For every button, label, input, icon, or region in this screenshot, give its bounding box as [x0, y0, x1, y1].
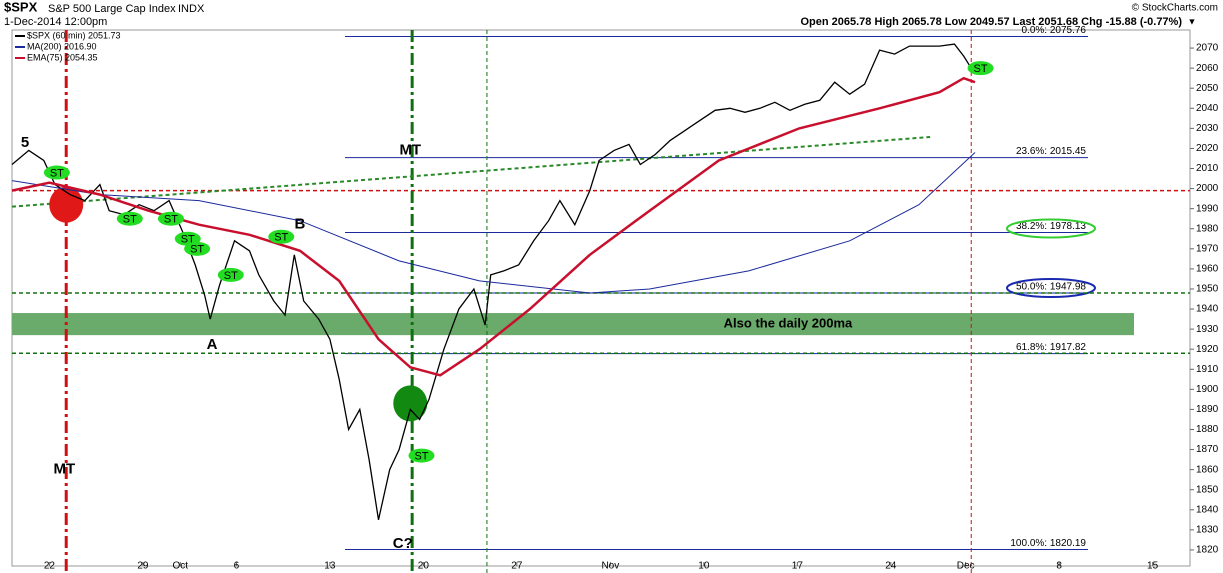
legend-label: EMA(75) 2054.35	[27, 52, 98, 62]
quote: Open 2065.78 High 2065.78 Low 2049.57 La…	[800, 16, 1182, 28]
y-tick-label: 1840	[1196, 504, 1219, 515]
st-label: ST	[274, 232, 288, 244]
y-tick-label: 1820	[1196, 545, 1219, 556]
x-tick-label: 29	[137, 561, 149, 572]
y-tick-label: 1850	[1196, 484, 1219, 495]
st-label: ST	[974, 63, 988, 75]
y-tick-label: 2020	[1196, 143, 1219, 154]
y-tick-label: 1980	[1196, 223, 1219, 234]
copyright: © StockCharts.com	[1132, 3, 1218, 14]
y-tick-label: 1890	[1196, 404, 1219, 415]
y-tick-label: 2040	[1196, 103, 1219, 114]
st-label: ST	[50, 167, 64, 179]
y-tick-label: 1930	[1196, 324, 1219, 335]
x-tick-label: 24	[885, 561, 897, 572]
st-label: ST	[164, 214, 178, 226]
st-marker	[43, 165, 70, 180]
y-tick-label: 1860	[1196, 464, 1219, 475]
x-tick-label: Nov	[601, 561, 619, 572]
y-tick-label: 1970	[1196, 243, 1219, 254]
st-label: ST	[224, 270, 238, 282]
y-tick-label: 2070	[1196, 43, 1219, 54]
x-tick-label: 8	[1056, 561, 1062, 572]
y-tick-label: 2030	[1196, 123, 1219, 134]
exchange: INDX	[178, 3, 205, 15]
st-marker	[268, 229, 295, 244]
annotation: MT	[399, 141, 421, 158]
index-name: S&P 500 Large Cap Index	[48, 3, 176, 15]
y-tick-label: 2050	[1196, 83, 1219, 94]
x-tick-label: Oct	[173, 561, 189, 572]
annotation: B	[295, 216, 306, 233]
annotation: 5	[21, 134, 29, 151]
fib-label: 23.6%: 2015.45	[1016, 146, 1086, 157]
x-tick-label: 15	[1147, 561, 1159, 572]
fib-label: 50.0%: 1947.98	[1016, 282, 1086, 293]
y-tick-label: 2060	[1196, 63, 1219, 74]
x-tick-label: 10	[698, 561, 710, 572]
y-tick-label: 1910	[1196, 364, 1219, 375]
st-marker	[217, 267, 244, 282]
st-label: ST	[123, 214, 137, 226]
symbol: $SPX	[4, 0, 38, 14]
st-marker	[157, 211, 184, 226]
band	[12, 313, 1134, 336]
y-tick-label: 2010	[1196, 163, 1219, 174]
fib-label: 61.8%: 1917.82	[1016, 342, 1086, 353]
fib-label: 0.0%: 2075.76	[1022, 25, 1087, 36]
st-marker	[967, 61, 994, 76]
st-marker	[116, 211, 143, 226]
x-tick-label: 22	[44, 561, 56, 572]
fib-label: 38.2%: 1978.13	[1016, 221, 1086, 232]
plot-frame	[11, 29, 1191, 567]
y-tick-label: 1920	[1196, 344, 1219, 355]
highlight-circle	[49, 186, 84, 223]
down-arrow: ▼	[1188, 16, 1197, 26]
y-tick-label: 1960	[1196, 264, 1219, 275]
x-tick-label: Dec	[957, 561, 975, 572]
y-tick-label: 1900	[1196, 384, 1219, 395]
y-tick-label: 1950	[1196, 284, 1219, 295]
fib-highlight	[1006, 278, 1096, 299]
highlight-circle	[393, 385, 428, 422]
x-tick-label: 20	[418, 561, 430, 572]
series-line	[11, 152, 976, 294]
st-label: ST	[414, 450, 428, 462]
fib-label: 100.0%: 1820.19	[1010, 538, 1086, 549]
x-tick-label: 17	[792, 561, 804, 572]
st-marker	[184, 241, 211, 256]
y-tick-label: 1940	[1196, 304, 1219, 315]
y-tick-label: 2000	[1196, 183, 1219, 194]
x-tick-label: 13	[324, 561, 336, 572]
y-tick-label: 1880	[1196, 424, 1219, 435]
y-tick-label: 1870	[1196, 444, 1219, 455]
annotation: MT	[54, 461, 76, 478]
x-tick-label: 6	[234, 561, 240, 572]
date: 1-Dec-2014 12:00pm	[4, 16, 107, 28]
legend-label: MA(200) 2016.90	[27, 41, 97, 51]
fib-highlight	[1006, 218, 1096, 239]
st-label: ST	[190, 244, 204, 256]
annotation: C?	[393, 535, 413, 552]
annotation: A	[207, 336, 218, 353]
y-tick-label: 1830	[1196, 525, 1219, 536]
st-marker	[408, 448, 435, 463]
band-label: Also the daily 200ma	[724, 316, 853, 331]
y-tick-label: 1990	[1196, 203, 1219, 214]
legend-label: $SPX (60 min) 2051.73	[27, 30, 121, 40]
x-tick-label: 27	[511, 561, 523, 572]
